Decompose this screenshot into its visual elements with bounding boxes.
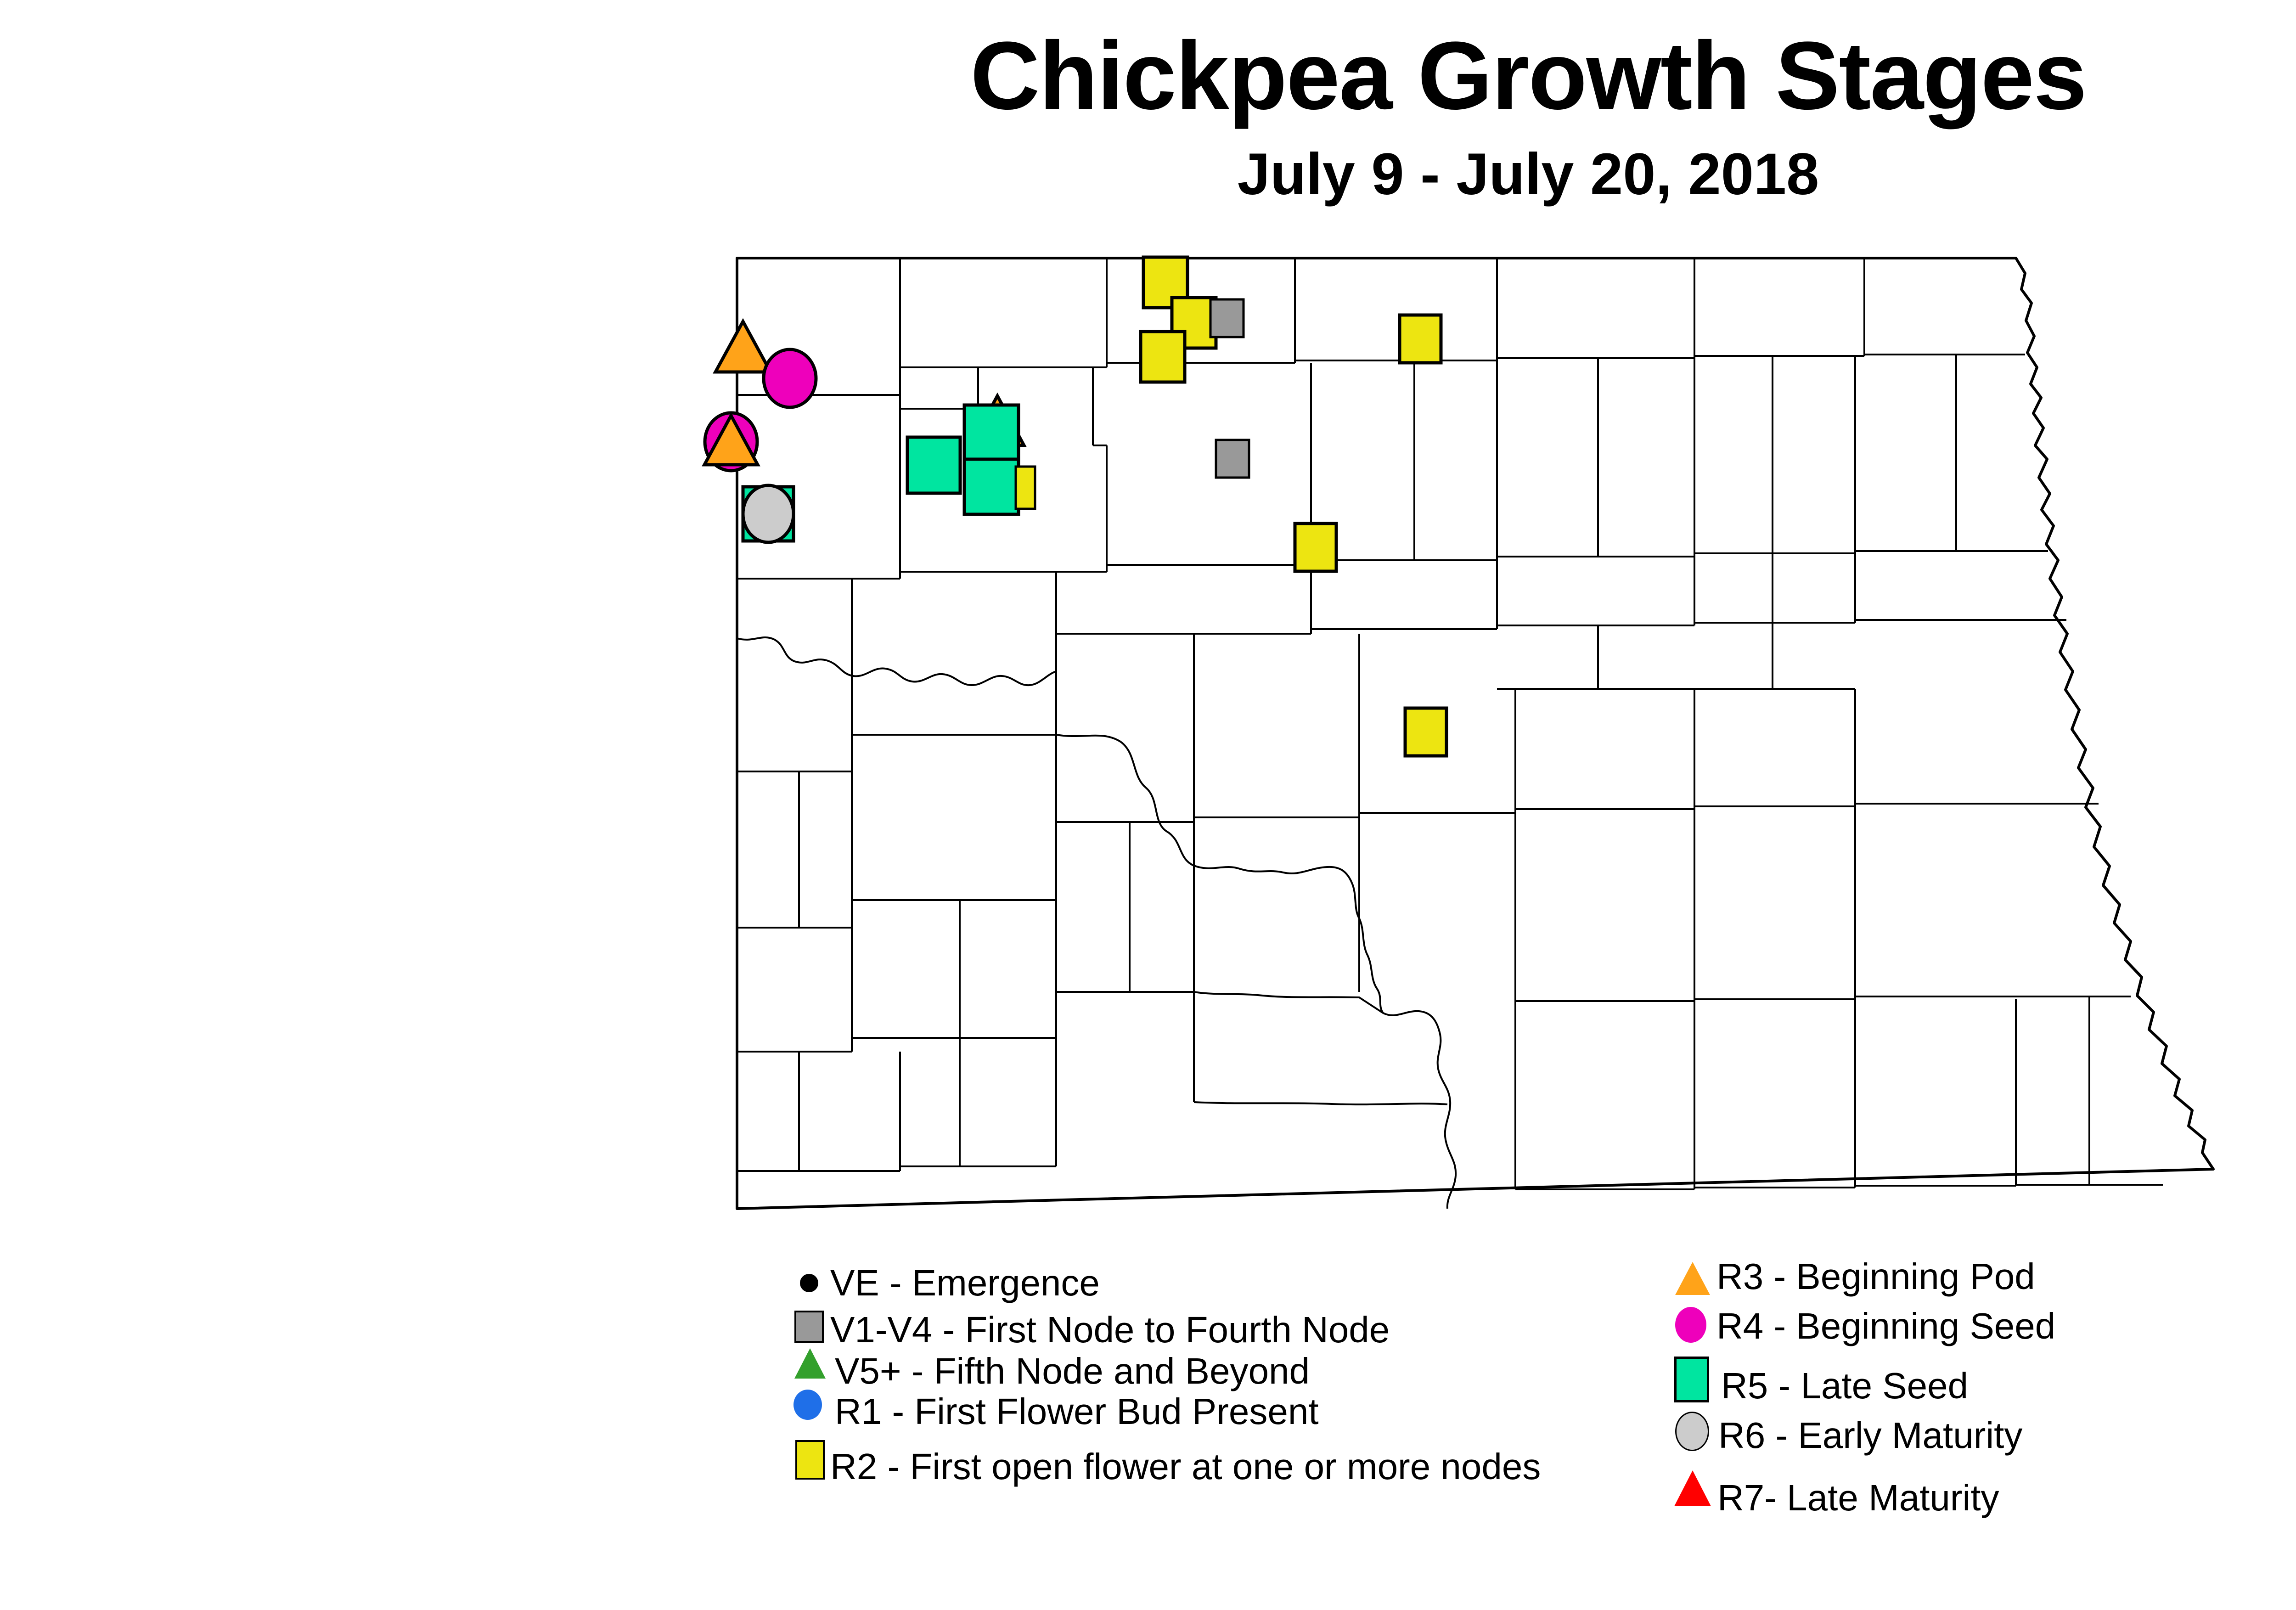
marker-r5-mountrail-se: [962, 457, 1020, 516]
marker-r2-rolette: [1398, 313, 1443, 365]
legend-label-r1: R1 - First Flower Bud Present: [835, 1391, 1319, 1432]
marker-v1v4-bottineau: [1209, 298, 1245, 338]
legend-label-r5: R5 - Late Seed: [1721, 1365, 1969, 1406]
v5-marker-icon: [794, 1348, 826, 1379]
legend-label-v5: V5+ - Fifth Node and Beyond: [835, 1351, 1310, 1391]
ve-marker-icon: [800, 1274, 818, 1292]
r4-marker-icon: [1675, 1307, 1706, 1343]
legend-label-v1v4: V1-V4 - First Node to Fourth Node: [830, 1309, 1390, 1350]
legend-label-r7: R7- Late Maturity: [1717, 1477, 1999, 1518]
marker-r5-mountrail-w: [906, 435, 962, 495]
marker-r2-mountrail: [1014, 465, 1036, 510]
marker-r6-williams-south: [741, 484, 795, 544]
legend-label-r2: R2 - First open flower at one or more no…: [830, 1446, 1541, 1487]
r7-marker-icon: [1674, 1470, 1711, 1506]
map-markers: [702, 255, 1448, 758]
marker-r2-mchenry: [1293, 522, 1338, 573]
r2-marker-icon: [795, 1440, 825, 1480]
marker-r4-divide: [762, 348, 818, 409]
r5-marker-icon: [1674, 1357, 1709, 1402]
marker-r2-burleigh: [1403, 706, 1448, 758]
legend-label-r4: R4 - Beginning Seed: [1716, 1306, 2056, 1346]
r1-marker-icon: [793, 1390, 822, 1420]
state-outline: [736, 257, 2215, 1210]
page-subtitle: July 9 - July 20, 2018: [1237, 141, 1819, 207]
title-block: Chickpea Growth Stages July 9 - July 20,…: [0, 28, 2296, 204]
marker-r5-mountrail-ne: [962, 403, 1020, 462]
legend-label-r3: R3 - Beginning Pod: [1716, 1256, 2035, 1297]
legend: VE - Emergence V1-V4 - First Node to Fou…: [776, 1258, 2296, 1552]
r3-marker-icon: [1675, 1262, 1710, 1295]
marker-r3-williams: [702, 412, 760, 467]
marker-r3-divide: [713, 318, 773, 374]
marker-v1v4-pierce: [1215, 439, 1250, 479]
r6-marker-icon: [1675, 1412, 1709, 1451]
marker-r2-renville-c: [1139, 330, 1187, 384]
v1v4-marker-icon: [794, 1311, 824, 1343]
north-dakota-map: [643, 230, 2278, 1240]
page-title: Chickpea Growth Stages: [970, 22, 2087, 129]
legend-label-ve: VE - Emergence: [830, 1262, 1100, 1303]
legend-label-r6: R6 - Early Maturity: [1718, 1415, 2023, 1456]
county-boundaries: [736, 257, 2215, 1210]
map-svg: [702, 255, 2215, 1210]
